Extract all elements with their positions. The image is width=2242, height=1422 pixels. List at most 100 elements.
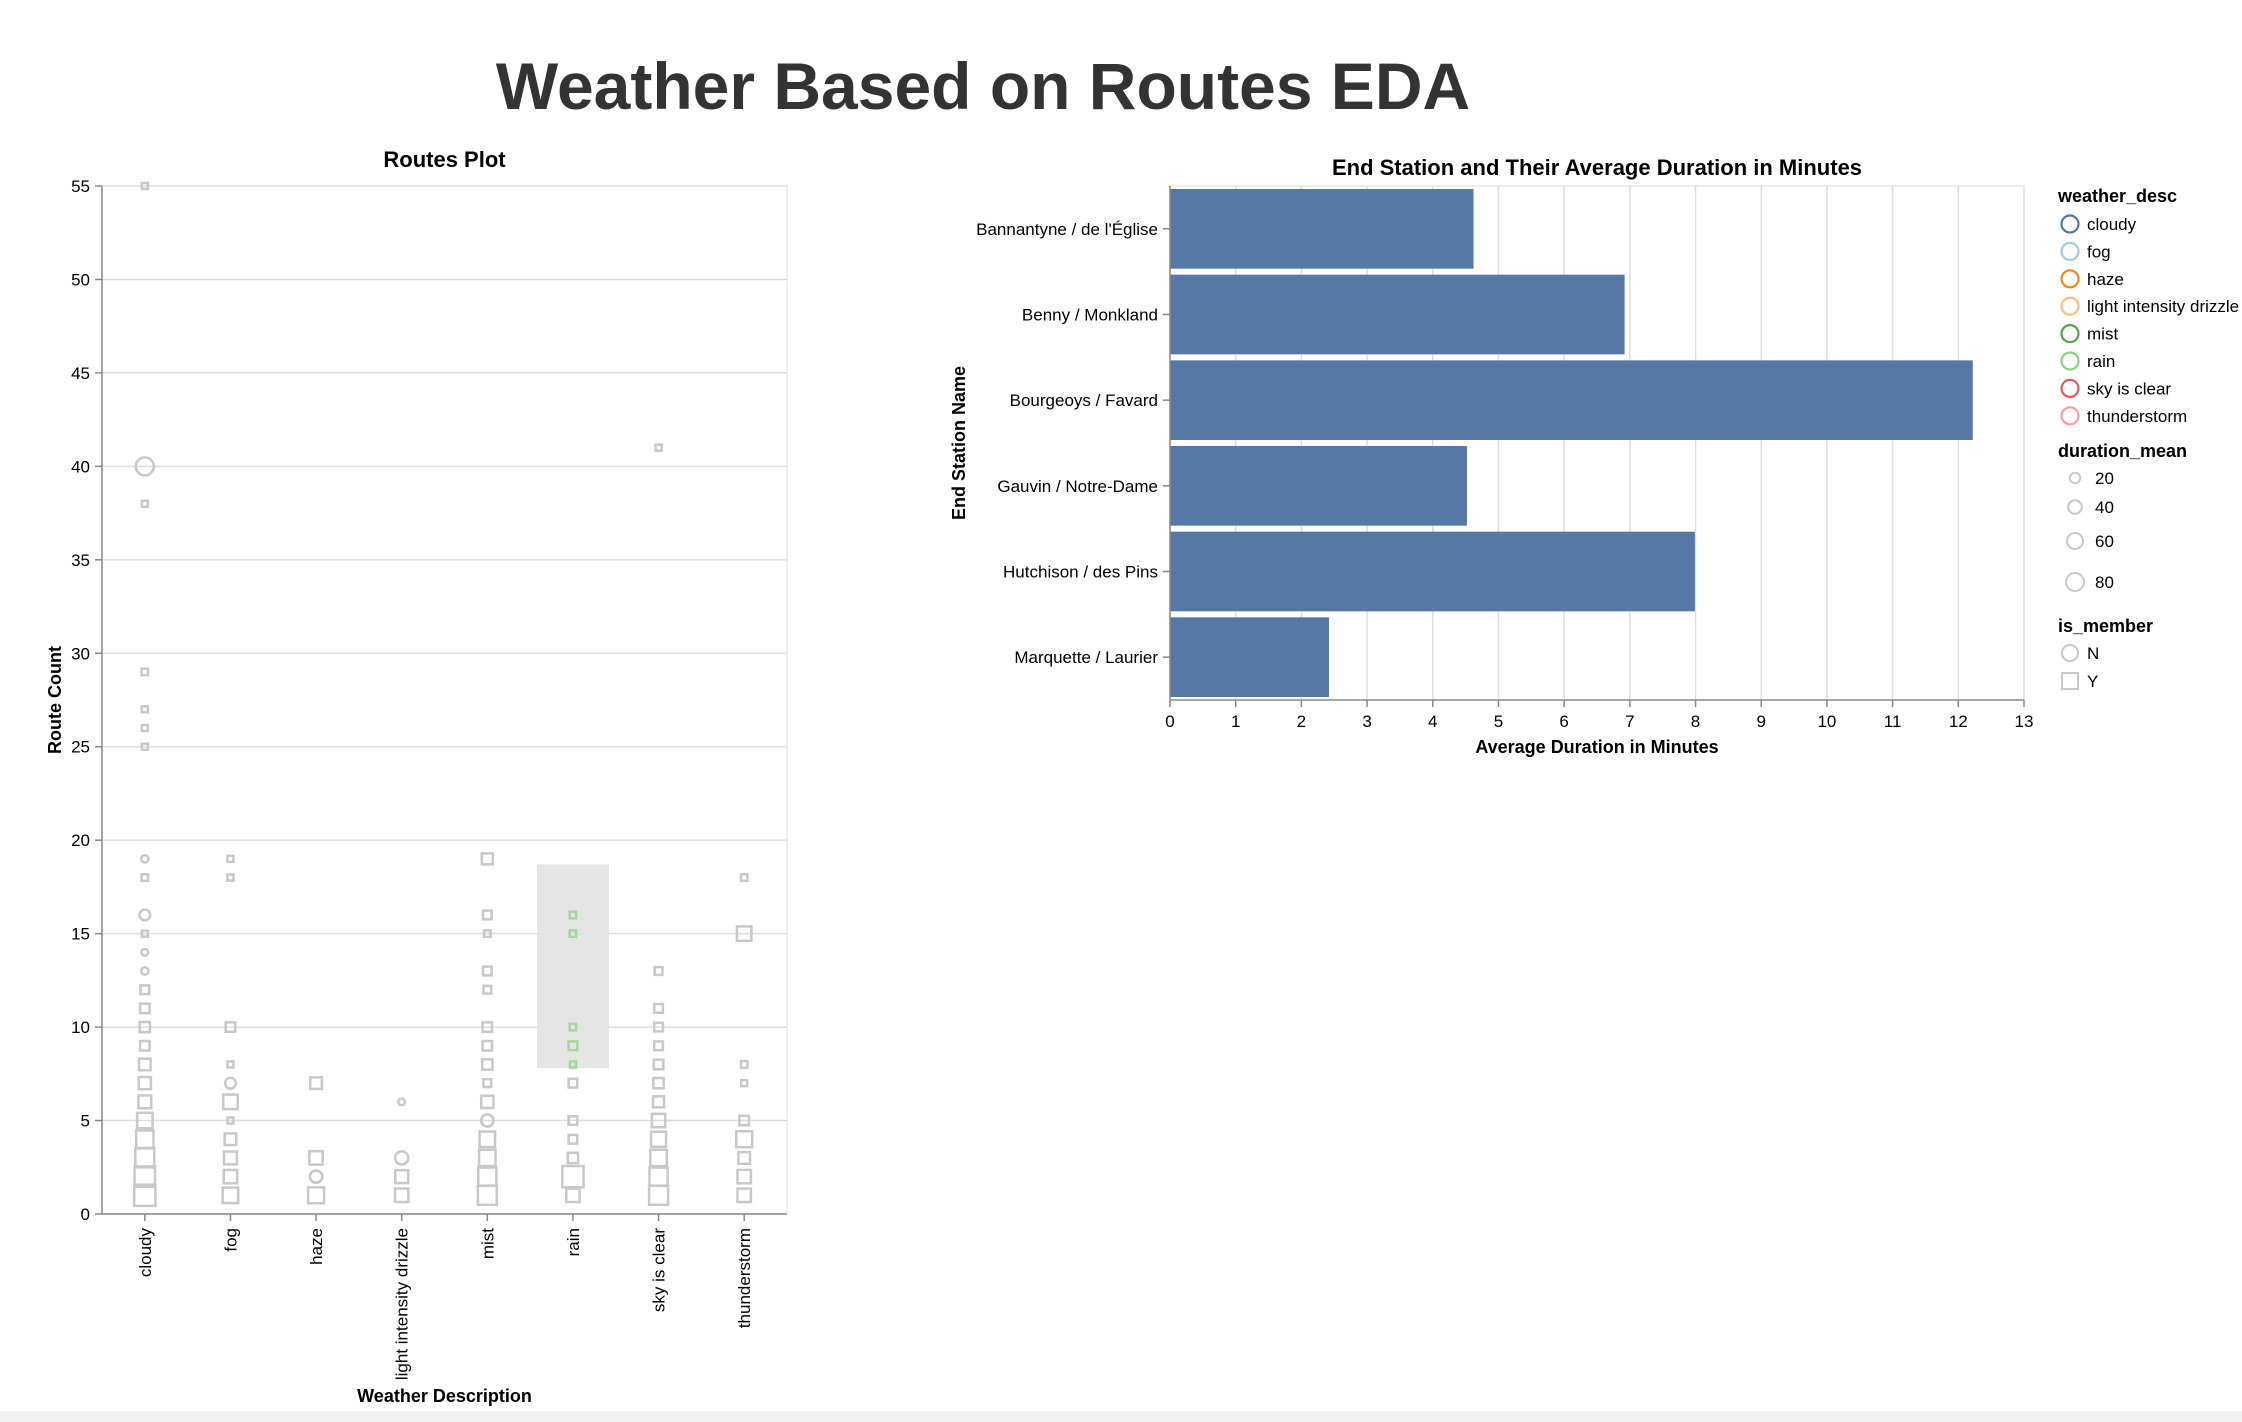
scatter-point <box>137 1057 152 1072</box>
legend-weather-symbol <box>2060 406 2080 426</box>
scatter-point <box>561 1164 585 1189</box>
scatter-point <box>140 499 150 508</box>
scatter-point <box>650 1112 667 1129</box>
scatter-point <box>137 1075 153 1091</box>
bar-x-tick-label: 7 <box>1625 712 1634 731</box>
scatter-y-tick-label: 5 <box>81 1112 90 1131</box>
scatter-y-tick-label: 55 <box>71 177 90 196</box>
scatter-plot-frame <box>101 185 788 1215</box>
scatter-title: Routes Plot <box>383 147 506 172</box>
scatter-point <box>138 1039 151 1052</box>
scatter-point <box>140 873 150 883</box>
scatter-point <box>132 1183 157 1208</box>
scatter-point <box>226 854 235 864</box>
scatter-point <box>567 1040 579 1052</box>
bar-x-tick-label: 4 <box>1428 712 1437 731</box>
legend-weather-label: mist <box>2087 325 2118 344</box>
scatter-y-tick-label: 30 <box>71 644 90 663</box>
scatter-point <box>393 1150 410 1166</box>
bar-y-tick-label: Benny / Monkland <box>1022 306 1158 325</box>
scatter-point <box>226 1116 235 1125</box>
scatter-point <box>566 1151 580 1165</box>
scatter-point <box>568 929 578 939</box>
scatter-point <box>652 1058 665 1071</box>
scatter-point <box>654 443 663 452</box>
legend-duration-label: 80 <box>2095 573 2114 592</box>
scatter-point <box>476 1184 499 1207</box>
scatter-y-axis-title: Route Count <box>45 646 65 754</box>
legend-title-duration: duration_mean <box>2058 441 2187 461</box>
scatter-point <box>564 1187 581 1204</box>
scatter-point <box>137 1094 153 1110</box>
legend-member-label: Y <box>2087 672 2098 691</box>
scatter-point <box>476 1166 498 1187</box>
bar-x-axis-title: Average Duration in Minutes <box>1475 737 1718 757</box>
bar-y-tick-label: Hutchison / des Pins <box>1003 563 1158 582</box>
scatter-point <box>479 1113 495 1128</box>
legend-title-weather: weather_desc <box>2057 186 2177 206</box>
scatter-point <box>224 1021 237 1034</box>
scatter-point <box>308 1149 325 1166</box>
legend-weather-symbol <box>2060 214 2080 234</box>
scatter-point <box>653 965 664 977</box>
scatter-point <box>647 1184 670 1207</box>
scatter-x-tick-label: rain <box>564 1228 583 1256</box>
scatter-x-tick-label: haze <box>307 1228 326 1265</box>
legend-member-symbol <box>2061 644 2079 662</box>
scatter-point <box>394 1168 410 1185</box>
scatter-point <box>134 1147 156 1169</box>
scatter-point <box>139 966 150 976</box>
scatter-point <box>736 1187 753 1204</box>
scatter-point <box>478 1130 497 1149</box>
scatter-point <box>133 1165 157 1189</box>
scatter-point <box>393 1187 410 1204</box>
scatter-x-tick-label: light intensity drizzle <box>393 1228 412 1380</box>
scatter-point <box>139 853 150 864</box>
scatter-selection-brush <box>536 864 609 1069</box>
bar-x-tick-label: 12 <box>1949 712 1968 731</box>
bar-plot-frame <box>1169 185 2025 701</box>
scatter-y-tick-label: 35 <box>71 551 90 570</box>
scatter-point <box>140 742 150 751</box>
scatter-point <box>223 1132 238 1147</box>
scatter-point <box>652 1076 665 1090</box>
bar-0 <box>1170 189 1474 269</box>
routes-scatter-chart[interactable]: 0 5 10 15 20 25 30 35 40 45 50 55 cloudy fog haze light… <box>0 0 900 1422</box>
scatter-point <box>568 910 578 920</box>
legend-member-label: N <box>2087 644 2099 663</box>
bar-x-tick-label: 11 <box>1884 712 1902 731</box>
scatter-point <box>567 1077 579 1089</box>
scatter-point <box>138 1002 151 1015</box>
legend-weather-label: light intensity drizzle <box>2087 297 2239 316</box>
scatter-y-tick-label: 50 <box>71 270 90 289</box>
scatter-point <box>138 1020 152 1034</box>
scatter-point <box>140 667 150 677</box>
bar-2 <box>1170 360 1973 440</box>
scatter-point <box>734 1130 754 1149</box>
scatter-point <box>652 1040 665 1052</box>
scatter-point <box>223 1076 238 1090</box>
legend-duration-label: 20 <box>2095 469 2114 488</box>
legend-weather-symbol <box>2060 324 2080 344</box>
scatter-point <box>480 1058 494 1071</box>
scatter-point <box>482 1078 493 1089</box>
legend-weather-label: haze <box>2087 270 2124 289</box>
bar-x-tick-label: 2 <box>1297 712 1306 731</box>
bar-x-tick-label: 1 <box>1231 712 1240 731</box>
scatter-x-tick-label: thunderstorm <box>735 1228 754 1328</box>
scatter-point <box>306 1186 326 1205</box>
legend-weather-label: cloudy <box>2087 215 2137 234</box>
bar-5 <box>1170 617 1329 697</box>
bar-x-tick-label: 9 <box>1756 712 1765 731</box>
page-title: Weather Based on Routes EDA <box>495 49 1471 123</box>
scatter-x-tick-label: cloudy <box>136 1228 155 1278</box>
legend-weather-label: rain <box>2087 352 2115 371</box>
scatter-point <box>739 1078 749 1088</box>
scatter-point <box>140 947 150 957</box>
scatter-y-tick-label: 20 <box>71 831 90 850</box>
scatter-point <box>477 1148 497 1168</box>
scatter-point <box>482 984 493 995</box>
scatter-point <box>481 1039 494 1052</box>
scatter-point <box>739 1059 749 1069</box>
scatter-point <box>226 873 235 882</box>
